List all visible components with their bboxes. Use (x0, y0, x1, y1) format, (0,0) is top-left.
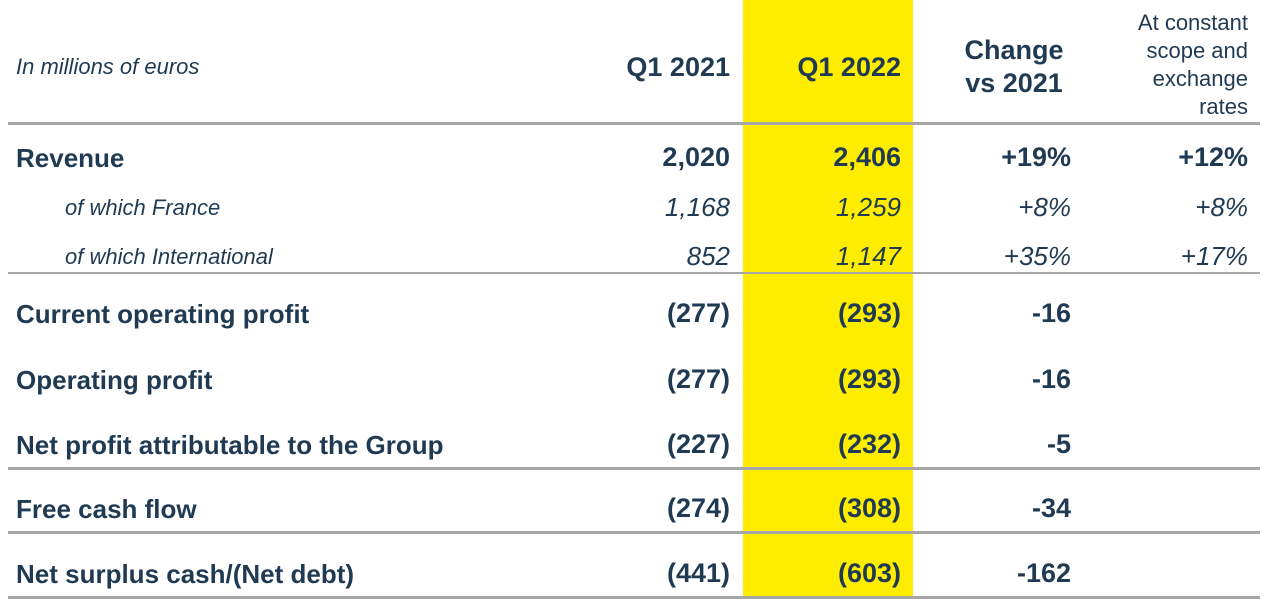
france-q1-2021: 1,168 (664, 192, 730, 222)
operating-profit-q1-2022: (293) (837, 364, 901, 394)
header-change-line2: vs 2021 (965, 68, 1063, 98)
current-operating-profit-q1-2022: (293) (837, 298, 901, 328)
net-profit-change: -5 (1046, 429, 1071, 459)
q1-2022-highlight-column (743, 0, 913, 598)
row-label-revenue: Revenue (16, 143, 125, 173)
net-surplus-cash-change: -162 (1016, 558, 1071, 588)
header-change-vs-2021: Change vs 2021 (949, 34, 1079, 100)
header-change-line1: Change (964, 35, 1064, 65)
revenue-divider (8, 272, 1260, 274)
unit-label: In millions of euros (16, 54, 200, 79)
header-q1-2021: Q1 2021 (626, 52, 730, 82)
free-cash-flow-q1-2022: (308) (837, 493, 901, 523)
france-constant: +8% (1195, 192, 1248, 222)
operating-profit-q1-2021: (277) (666, 364, 730, 394)
row-label-international: of which International (65, 244, 273, 269)
international-constant: +17% (1180, 241, 1248, 271)
revenue-constant: +12% (1178, 142, 1248, 172)
operating-profit-change: -16 (1031, 364, 1071, 394)
header-constant-line4: rates (1199, 94, 1248, 119)
row-label-current-operating-profit: Current operating profit (16, 299, 310, 329)
international-q1-2021: 852 (686, 241, 730, 271)
row-label-operating-profit: Operating profit (16, 365, 213, 395)
row-label-net-surplus-cash: Net surplus cash/(Net debt) (16, 559, 355, 589)
international-q1-2022: 1,147 (835, 241, 901, 271)
free-cash-flow-change: -34 (1031, 493, 1071, 523)
header-divider (8, 122, 1260, 125)
header-constant-line1: At constant (1137, 10, 1248, 35)
profit-divider (8, 467, 1260, 470)
net-profit-q1-2022: (232) (837, 429, 901, 459)
bottom-divider (8, 596, 1260, 599)
revenue-change: +19% (1001, 142, 1071, 172)
france-q1-2022: 1,259 (835, 192, 901, 222)
header-q1-2022: Q1 2022 (797, 52, 901, 82)
header-constant-scope: At constant scope and exchange rates (1088, 9, 1248, 121)
international-change: +35% (1003, 241, 1071, 271)
net-surplus-cash-q1-2022: (603) (837, 558, 901, 588)
revenue-q1-2021: 2,020 (662, 142, 730, 172)
free-cash-flow-q1-2021: (274) (666, 493, 730, 523)
header-constant-line2: scope and (1146, 38, 1248, 63)
france-change: +8% (1018, 192, 1071, 222)
revenue-q1-2022: 2,406 (833, 142, 901, 172)
row-label-free-cash-flow: Free cash flow (16, 494, 197, 524)
net-profit-q1-2021: (227) (666, 429, 730, 459)
current-operating-profit-q1-2021: (277) (666, 298, 730, 328)
row-label-net-profit: Net profit attributable to the Group (16, 430, 444, 460)
row-label-france: of which France (65, 195, 221, 220)
current-operating-profit-change: -16 (1031, 298, 1071, 328)
net-surplus-cash-q1-2021: (441) (666, 558, 730, 588)
cash-flow-divider (8, 531, 1260, 534)
header-constant-line3: exchange (1152, 66, 1248, 91)
